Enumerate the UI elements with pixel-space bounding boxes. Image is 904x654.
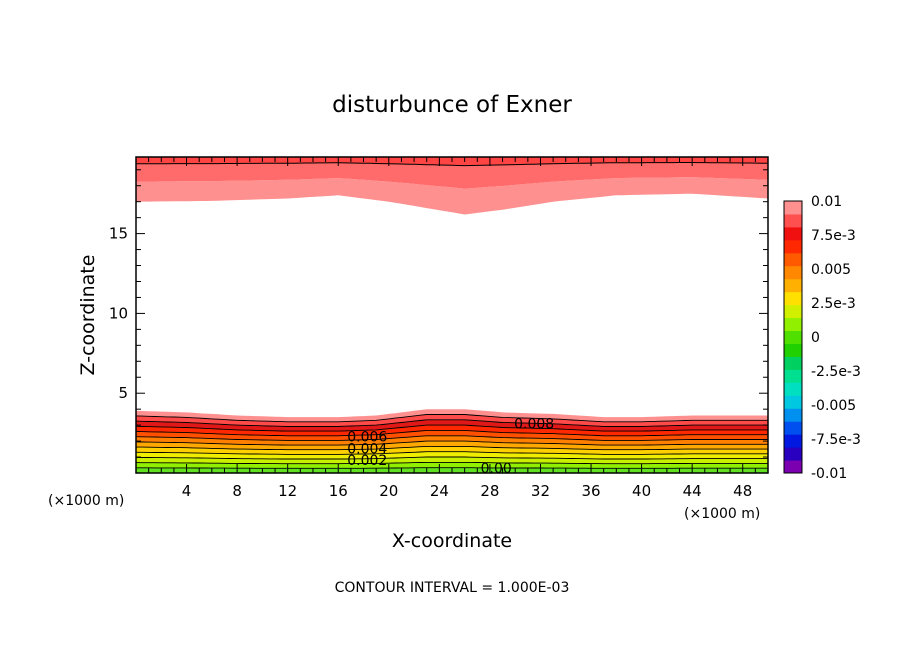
contour-interval-text: CONTOUR INTERVAL = 1.000E-03 bbox=[335, 580, 570, 596]
colorbar-swatch bbox=[784, 447, 802, 461]
colorbar-swatch bbox=[784, 460, 802, 474]
upper-contour-line bbox=[136, 162, 768, 167]
lower-contour-line bbox=[136, 461, 768, 465]
colorbar-swatch bbox=[784, 291, 802, 306]
colorbar-swatch bbox=[784, 434, 802, 448]
x-tick-label: 44 bbox=[683, 482, 702, 500]
y-tick-label: 5 bbox=[118, 384, 128, 402]
colorbar-label: -0.005 bbox=[811, 398, 856, 414]
colorbar-label: -2.5e-3 bbox=[811, 364, 861, 380]
upper-band-fill bbox=[136, 177, 768, 215]
y-tick-label: 10 bbox=[109, 304, 128, 322]
lower-contour-line bbox=[136, 440, 768, 446]
lower-band-fill bbox=[136, 451, 768, 459]
colorbar-swatch bbox=[784, 239, 802, 254]
colorbar-swatch bbox=[784, 226, 802, 241]
x-axis-label: X-coordinate bbox=[392, 530, 512, 552]
lower-contour-line bbox=[136, 445, 768, 451]
y-axis: 5 10 15 bbox=[109, 169, 768, 458]
colorbar-swatch bbox=[784, 317, 802, 332]
x-tick-label: 36 bbox=[581, 482, 600, 500]
colorbar-label: 2.5e-3 bbox=[811, 296, 856, 312]
lower-band-fill bbox=[136, 414, 768, 427]
y-tick-label: 15 bbox=[109, 225, 128, 243]
colorbar-label: -7.5e-3 bbox=[811, 432, 861, 448]
lower-contour-line bbox=[136, 424, 768, 432]
lower-band-fill bbox=[136, 435, 768, 446]
colorbar-swatch bbox=[784, 369, 802, 383]
lower-contour-line bbox=[136, 414, 768, 423]
x-tick-label: 24 bbox=[430, 482, 449, 500]
colorbar-swatch bbox=[784, 421, 802, 435]
contour-label: 0.002 bbox=[347, 453, 387, 469]
y-axis-label: Z-coordinate bbox=[77, 255, 99, 376]
lower-contour-line bbox=[136, 467, 768, 469]
colorbar-swatch bbox=[784, 213, 802, 228]
x-tick-label: 16 bbox=[329, 482, 348, 500]
colorbar-swatch bbox=[784, 330, 802, 344]
contour-label: 0.004 bbox=[347, 441, 387, 457]
colorbar-label: 7.5e-3 bbox=[811, 228, 856, 244]
colorbar-swatch bbox=[784, 408, 802, 422]
colorbar-swatch bbox=[784, 382, 802, 396]
colorbar-label: 0 bbox=[811, 330, 820, 346]
x-tick-label: 32 bbox=[531, 482, 550, 500]
colorbar: 0.01 7.5e-3 0.005 2.5e-3 0 -2.5e-3 -0.005 -7.5e… bbox=[783, 194, 861, 482]
chart-title: disturbunce of Exner bbox=[332, 92, 572, 118]
x-tick-label: 28 bbox=[480, 482, 499, 500]
colorbar-swatch bbox=[784, 265, 802, 280]
lower-band-fill bbox=[136, 409, 768, 422]
colorbar-label: -0.01 bbox=[811, 466, 847, 482]
colorbar-label: 0.005 bbox=[811, 262, 851, 278]
lower-contour-line bbox=[136, 419, 768, 427]
lower-band-fill bbox=[136, 457, 768, 464]
colorbar-label: 0.01 bbox=[811, 194, 842, 210]
colorbar-swatch bbox=[784, 304, 802, 319]
upper-band-fill bbox=[136, 162, 768, 189]
x-axis: 4 8 12 16 20 24 28 32 36 40 44 48 bbox=[148, 157, 756, 500]
x-unit-right: (×1000 m) bbox=[684, 506, 760, 522]
x-tick-label: 4 bbox=[182, 482, 192, 500]
lower-band-fill bbox=[136, 419, 768, 432]
lower-contour-line bbox=[136, 429, 768, 437]
x-tick-label: 12 bbox=[278, 482, 297, 500]
x-tick-label: 40 bbox=[632, 482, 651, 500]
contour-label: 0.008 bbox=[514, 417, 554, 433]
colorbar-frame bbox=[783, 200, 803, 474]
contour-label: 0.00 bbox=[481, 461, 512, 477]
contour-label: 0.006 bbox=[347, 429, 387, 445]
colorbar-swatch bbox=[784, 278, 802, 293]
colorbar-swatch bbox=[784, 252, 802, 267]
x-tick-label: 20 bbox=[379, 482, 398, 500]
lower-band-fill bbox=[136, 446, 768, 455]
lower-contour-line bbox=[136, 435, 768, 441]
lower-contour-line bbox=[136, 451, 768, 455]
lower-band-fill bbox=[136, 441, 768, 450]
lower-band-fill bbox=[136, 425, 768, 436]
colorbar-swatch bbox=[784, 343, 802, 357]
lower-contour-line bbox=[136, 456, 768, 460]
colorbar-swatch bbox=[784, 201, 802, 215]
x-tick-label: 8 bbox=[232, 482, 242, 500]
colorbar-swatch bbox=[784, 395, 802, 409]
colorbar-swatch bbox=[784, 356, 802, 370]
x-tick-label: 48 bbox=[733, 482, 752, 500]
x-unit-left: (×1000 m) bbox=[48, 493, 124, 509]
lower-contour-band bbox=[136, 409, 768, 473]
